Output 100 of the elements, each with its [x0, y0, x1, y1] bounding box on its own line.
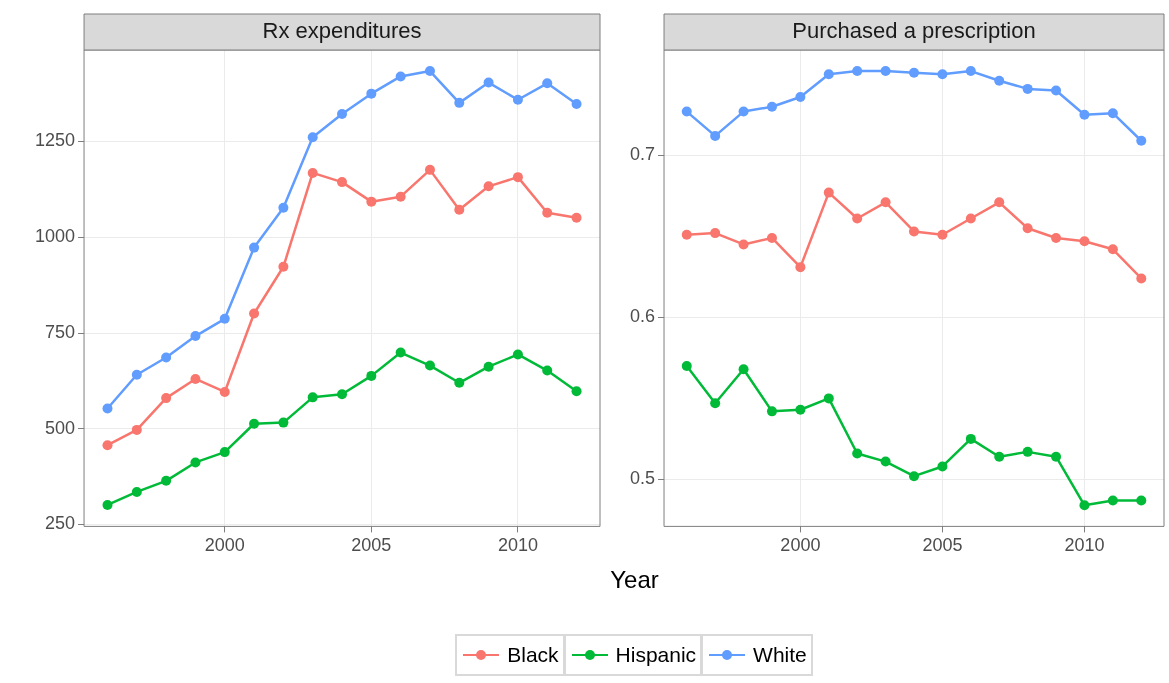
point	[909, 67, 920, 78]
point	[994, 75, 1005, 86]
point	[424, 164, 435, 175]
point	[1022, 83, 1033, 94]
point	[965, 213, 976, 224]
point	[1136, 135, 1147, 146]
point	[395, 71, 406, 82]
point	[337, 108, 348, 119]
point	[307, 392, 318, 403]
point	[710, 228, 721, 239]
point	[131, 424, 142, 435]
y-tick-label: 0.5	[629, 468, 656, 489]
point	[1079, 109, 1090, 120]
point	[395, 191, 406, 202]
point	[823, 69, 834, 80]
point	[909, 471, 920, 482]
point	[542, 207, 553, 218]
x-tick-label: 2010	[1064, 535, 1105, 556]
point	[937, 461, 948, 472]
point	[710, 398, 721, 409]
point	[681, 229, 692, 240]
point	[1107, 244, 1118, 255]
y-tick-label: 0.7	[629, 144, 656, 165]
point	[190, 331, 201, 342]
point	[161, 475, 172, 486]
point	[1136, 495, 1147, 506]
point	[542, 78, 553, 89]
point	[738, 106, 749, 117]
point	[483, 181, 494, 192]
point	[681, 360, 692, 371]
point	[1136, 273, 1147, 284]
legend-label: White	[753, 643, 807, 667]
point	[249, 242, 260, 253]
point	[190, 457, 201, 468]
point	[880, 456, 891, 467]
point	[1022, 223, 1033, 234]
point	[131, 486, 142, 497]
chart-title: Purchased a prescription	[792, 18, 1036, 44]
point	[454, 97, 465, 108]
point	[542, 365, 553, 376]
point	[219, 447, 230, 458]
point	[965, 66, 976, 77]
legend-label: Black	[507, 643, 559, 667]
point	[937, 69, 948, 80]
point	[307, 132, 318, 143]
point	[994, 197, 1005, 208]
point	[424, 66, 435, 77]
point	[823, 393, 834, 404]
point	[395, 347, 406, 358]
point	[366, 88, 377, 99]
point	[852, 213, 863, 224]
point	[710, 130, 721, 141]
point	[1079, 500, 1090, 511]
y-tick-label: 250	[45, 513, 76, 534]
point	[278, 417, 289, 428]
point	[161, 352, 172, 363]
point	[424, 360, 435, 371]
point	[278, 202, 289, 213]
point	[512, 94, 523, 105]
point	[1051, 232, 1062, 243]
point	[102, 403, 113, 414]
point	[1107, 108, 1118, 119]
point	[909, 226, 920, 237]
point	[795, 404, 806, 415]
point	[766, 101, 777, 112]
point	[337, 389, 348, 400]
point	[795, 262, 806, 273]
point	[249, 308, 260, 319]
point	[512, 172, 523, 183]
chart-title: Rx expenditures	[262, 18, 422, 44]
point	[454, 204, 465, 215]
x-tick-label: 2000	[204, 535, 245, 556]
point	[512, 349, 523, 360]
x-tick-label: 2005	[351, 535, 392, 556]
x-tick-label: 2005	[922, 535, 963, 556]
point	[738, 239, 749, 250]
y-tick-label: 1250	[35, 130, 76, 151]
y-tick-label: 500	[45, 417, 76, 438]
point	[571, 386, 582, 397]
point	[965, 433, 976, 444]
x-axis-title: Year	[609, 565, 660, 595]
point	[852, 448, 863, 459]
point	[571, 99, 582, 109]
y-tick-label: 1000	[35, 226, 76, 247]
point	[795, 91, 806, 102]
point	[190, 373, 201, 384]
point	[738, 364, 749, 375]
point	[219, 386, 230, 397]
point	[681, 106, 692, 117]
point	[278, 261, 289, 272]
y-tick-label: 750	[45, 321, 76, 342]
point	[766, 406, 777, 417]
point	[1107, 495, 1118, 506]
point	[366, 196, 377, 207]
point	[994, 451, 1005, 462]
point	[454, 377, 465, 388]
point	[131, 369, 142, 380]
point	[880, 197, 891, 208]
point	[852, 66, 863, 77]
point	[880, 66, 891, 77]
